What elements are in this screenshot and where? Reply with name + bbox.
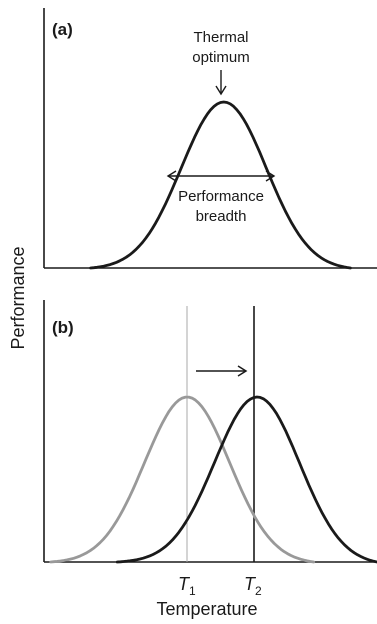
panel-b-curve-t2 <box>115 395 377 564</box>
performance-breadth-label-line2: breadth <box>196 208 247 225</box>
thermal-optimum-label-line1: Thermal <box>193 29 248 46</box>
x-axis-title: Temperature <box>156 599 257 619</box>
y-axis-title: Performance <box>8 246 28 349</box>
performance-breadth-arrow <box>166 170 276 182</box>
t2-tick-label: T2 <box>244 574 262 598</box>
panel-b-curve-t1 <box>49 395 316 564</box>
thermal-optimum-arrow <box>215 70 227 96</box>
panel-b: (b) T1 T2 <box>43 300 377 598</box>
performance-breadth-label-line1: Performance <box>178 188 264 205</box>
shift-arrow <box>196 365 248 377</box>
panel-b-label: (b) <box>52 318 74 337</box>
panel-a-performance-curve <box>89 100 352 270</box>
panel-a-label: (a) <box>52 20 73 39</box>
thermal-optimum-label-line2: optimum <box>192 49 250 66</box>
panel-a: (a) Thermal optimum Performance breadth <box>43 8 377 270</box>
t1-tick-label: T1 <box>178 574 196 598</box>
